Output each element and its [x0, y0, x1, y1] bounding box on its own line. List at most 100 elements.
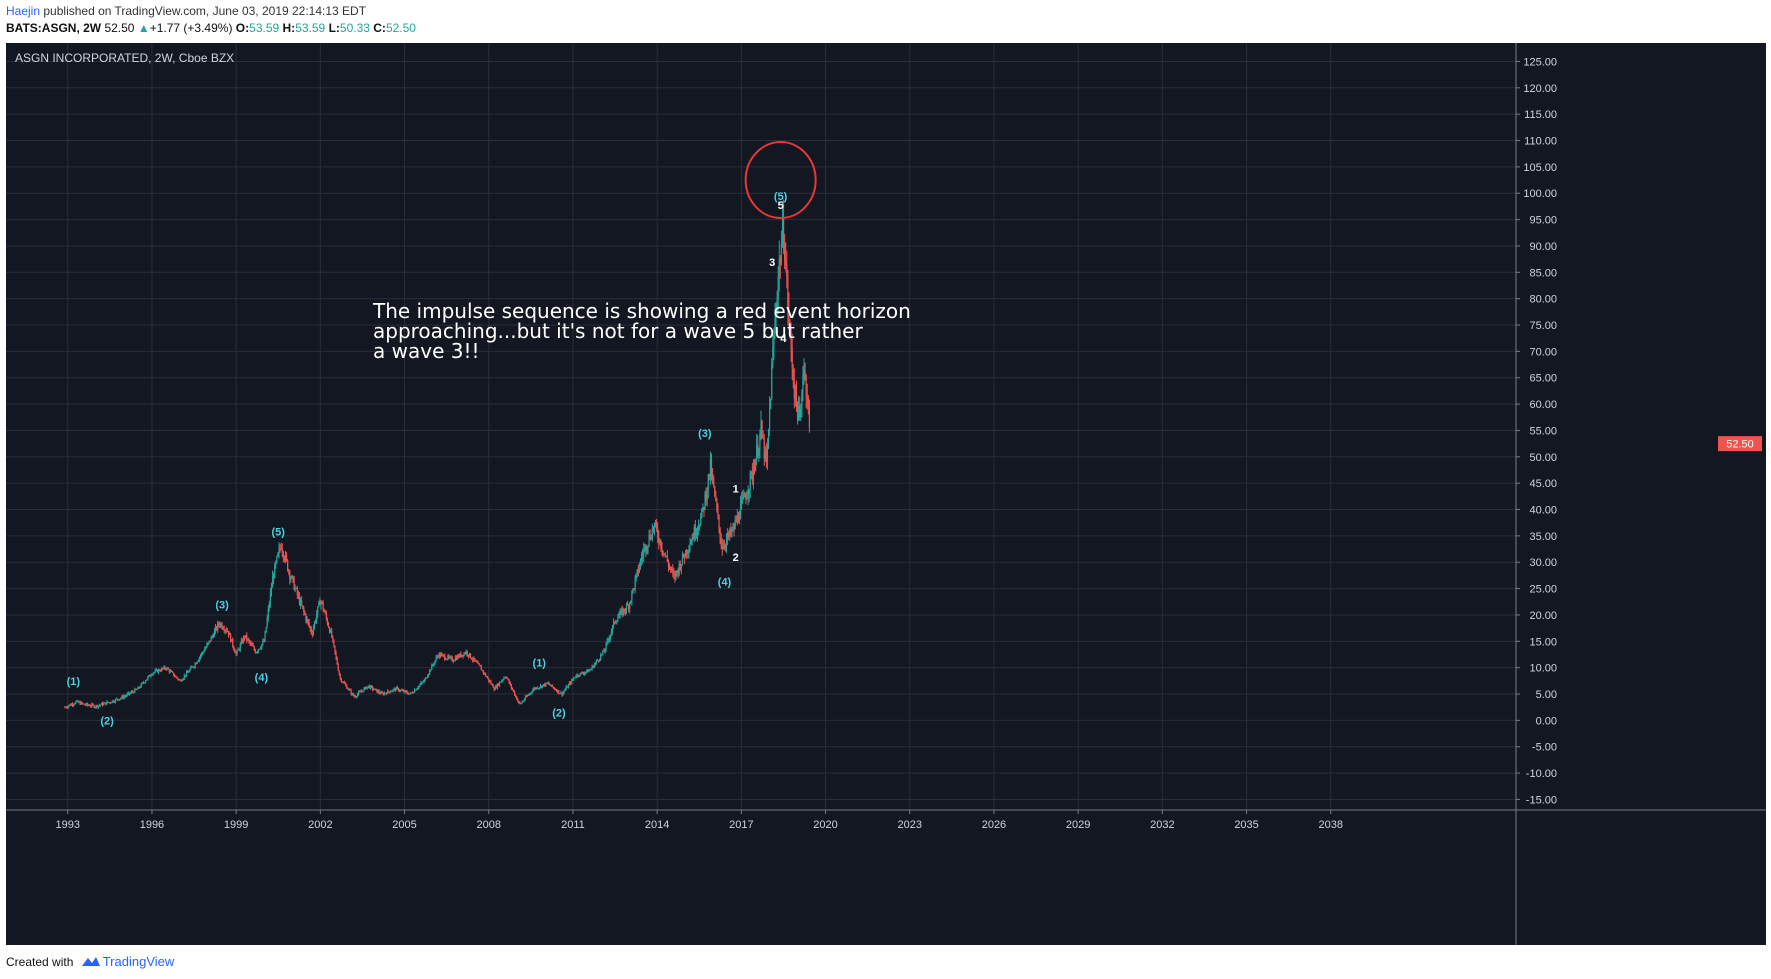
- footer: Created with TradingView: [6, 954, 174, 970]
- candle-up-body: [773, 335, 775, 348]
- low-label: L:: [328, 21, 340, 35]
- candle-up-body: [259, 648, 261, 650]
- candle-up-body: [330, 630, 332, 633]
- candle-up-body: [473, 658, 475, 660]
- candle-down-body: [558, 690, 560, 694]
- y-tick-label: -5.00: [1532, 742, 1557, 754]
- candle-up-body: [76, 700, 78, 702]
- candle-down-body: [109, 702, 111, 704]
- candle-down-body: [303, 607, 305, 612]
- y-tick-label: 20.00: [1529, 610, 1557, 622]
- candle-down-body: [495, 686, 497, 688]
- candle-down-body: [307, 619, 309, 623]
- candle-down-body: [808, 407, 810, 428]
- candle-down-body: [397, 688, 400, 691]
- y-tick-label: 85.00: [1529, 267, 1557, 279]
- candle-down-body: [467, 654, 469, 657]
- candle-up-body: [255, 652, 258, 654]
- candle-down-body: [349, 689, 351, 691]
- candle-down-body: [292, 576, 294, 579]
- candle-down-body: [437, 656, 439, 658]
- candle-down-body: [345, 683, 347, 686]
- candle-down-body: [450, 657, 452, 659]
- candle-down-body: [703, 507, 705, 510]
- x-tick-label: 2020: [813, 819, 837, 831]
- candle-down-body: [733, 526, 735, 529]
- candle-down-body: [667, 561, 670, 567]
- candle-down-body: [402, 690, 404, 692]
- open-label: O:: [235, 21, 250, 35]
- candle-up-body: [635, 573, 637, 579]
- candle-down-body: [785, 261, 787, 266]
- candle-up-body: [617, 617, 619, 622]
- candle-up-body: [98, 705, 100, 707]
- candle-down-body: [460, 653, 462, 657]
- candle-down-body: [682, 553, 685, 558]
- candle-down-body: [507, 678, 509, 680]
- candle-up-body: [732, 526, 734, 530]
- candle-up-body: [115, 698, 118, 700]
- candle-up-body: [781, 217, 784, 244]
- candle-down-body: [218, 623, 220, 625]
- candle-up-body: [563, 690, 565, 693]
- candle-down-body: [720, 539, 722, 546]
- y-tick-label: 15.00: [1529, 636, 1557, 648]
- candle-up-body: [564, 689, 566, 691]
- candle-down-body: [335, 652, 337, 658]
- candle-up-body: [651, 528, 653, 539]
- candle-up-body: [294, 588, 296, 590]
- candle-up-body: [742, 497, 744, 500]
- candle-down-body: [234, 649, 236, 654]
- price-chart[interactable]: (1) (2) (3) (4) (5) (1) (2) (3) (4) (5) 1 2 3 4 5 125.…: [6, 43, 1766, 945]
- candle-up-body: [429, 670, 431, 674]
- candle-down-body: [90, 706, 92, 708]
- candle-down-body: [652, 528, 655, 530]
- candle-down-body: [379, 692, 381, 694]
- candle-down-body: [561, 692, 563, 696]
- candle-up-body: [578, 675, 580, 677]
- candle-up-body: [500, 681, 502, 683]
- candle-down-body: [241, 640, 244, 643]
- candle-up-body: [759, 433, 761, 449]
- candle-down-body: [552, 686, 554, 688]
- candle-down-body: [553, 687, 556, 690]
- candle-down-body: [324, 611, 326, 614]
- candle-up-body: [502, 679, 504, 681]
- candle-up-body: [591, 666, 593, 669]
- candle-up-body: [359, 691, 361, 693]
- high-label: H:: [282, 21, 296, 35]
- candle-down-body: [716, 500, 718, 510]
- candle-down-body: [305, 614, 307, 621]
- candle-down-body: [492, 684, 494, 689]
- candle-down-body: [672, 568, 674, 573]
- candle-down-body: [525, 696, 528, 698]
- candle-up-body: [197, 660, 199, 662]
- candle-down-body: [179, 679, 181, 681]
- candle-up-body: [94, 706, 96, 708]
- candle-up-body: [374, 688, 376, 690]
- tradingview-logo-icon: [81, 955, 101, 970]
- candle-up-body: [440, 654, 443, 657]
- candle-up-body: [704, 493, 706, 510]
- y-tick-label: -10.00: [1526, 768, 1557, 780]
- candle-down-body: [401, 690, 403, 692]
- candle-up-body: [600, 655, 602, 660]
- candle-up-body: [521, 701, 523, 704]
- candle-down-body: [621, 609, 623, 616]
- candle-up-body: [91, 704, 93, 707]
- candle-up-body: [351, 693, 353, 695]
- candle-up-body: [629, 603, 631, 609]
- x-tick-label: 2032: [1150, 819, 1174, 831]
- candle-up-body: [399, 690, 402, 692]
- candle-up-body: [434, 660, 436, 664]
- time-axis[interactable]: 1993 1996 1999 2002 2005 2008 2011 2014 2017 2020…: [6, 809, 1766, 831]
- candle-down-body: [549, 684, 551, 686]
- tradingview-link[interactable]: TradingView: [102, 954, 175, 969]
- price-axis[interactable]: 125.00 120.00 115.00 110.00 105.00 100.00 95.0…: [1515, 43, 1557, 945]
- candle-up-body: [161, 668, 163, 671]
- candle-up-body: [99, 704, 102, 706]
- candle-up-body: [463, 653, 465, 656]
- candle-up-body: [746, 495, 748, 500]
- y-tick-label: 75.00: [1529, 320, 1557, 332]
- author-link[interactable]: Haejin: [6, 4, 41, 18]
